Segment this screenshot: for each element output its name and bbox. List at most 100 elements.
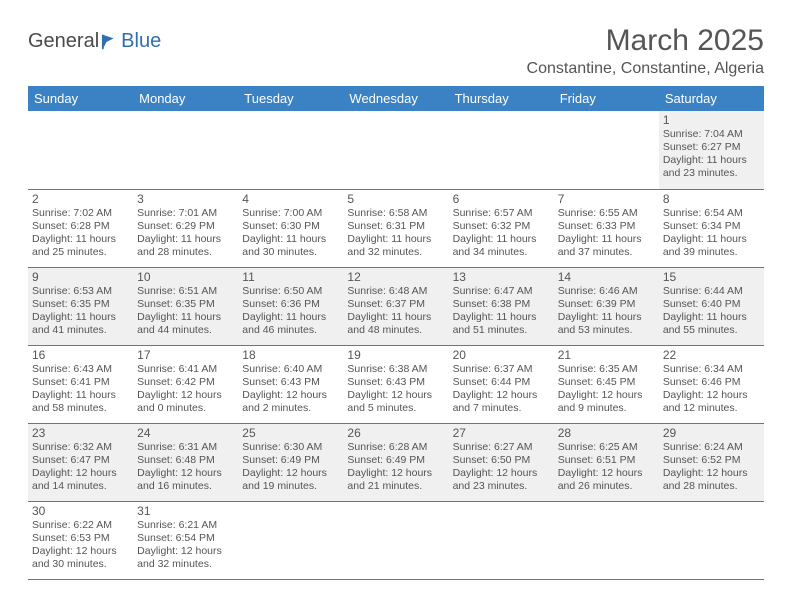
day-info: Sunrise: 7:02 AMSunset: 6:28 PMDaylight:… [32, 207, 129, 260]
calendar-body: 1Sunrise: 7:04 AMSunset: 6:27 PMDaylight… [28, 111, 764, 579]
calendar-cell: 15Sunrise: 6:44 AMSunset: 6:40 PMDayligh… [659, 267, 764, 345]
sunset-text: Sunset: 6:45 PM [558, 376, 655, 389]
calendar-cell: 6Sunrise: 6:57 AMSunset: 6:32 PMDaylight… [449, 189, 554, 267]
calendar-cell: 19Sunrise: 6:38 AMSunset: 6:43 PMDayligh… [343, 345, 448, 423]
day-number: 23 [32, 426, 129, 440]
day-number: 24 [137, 426, 234, 440]
calendar-cell: 31Sunrise: 6:21 AMSunset: 6:54 PMDayligh… [133, 501, 238, 579]
calendar-row: 16Sunrise: 6:43 AMSunset: 6:41 PMDayligh… [28, 345, 764, 423]
daylight-text: Daylight: 11 hours and 28 minutes. [137, 233, 234, 259]
day-info: Sunrise: 6:50 AMSunset: 6:36 PMDaylight:… [242, 285, 339, 338]
daylight-text: Daylight: 12 hours and 7 minutes. [453, 389, 550, 415]
calendar-cell [554, 501, 659, 579]
sunrise-text: Sunrise: 6:55 AM [558, 207, 655, 220]
daylight-text: Daylight: 12 hours and 0 minutes. [137, 389, 234, 415]
sunrise-text: Sunrise: 6:34 AM [663, 363, 760, 376]
day-number: 11 [242, 270, 339, 284]
sunset-text: Sunset: 6:31 PM [347, 220, 444, 233]
daylight-text: Daylight: 11 hours and 25 minutes. [32, 233, 129, 259]
calendar-cell: 28Sunrise: 6:25 AMSunset: 6:51 PMDayligh… [554, 423, 659, 501]
calendar-row: 30Sunrise: 6:22 AMSunset: 6:53 PM Dayligh… [28, 501, 764, 579]
day-number: 12 [347, 270, 444, 284]
daylight-text: Daylight: 11 hours and 30 minutes. [242, 233, 339, 259]
day-number: 1 [663, 113, 760, 127]
day-info: Sunrise: 6:58 AMSunset: 6:31 PMDaylight:… [347, 207, 444, 260]
day-number: 2 [32, 192, 129, 206]
calendar-cell: 14Sunrise: 6:46 AMSunset: 6:39 PMDayligh… [554, 267, 659, 345]
calendar-cell: 21Sunrise: 6:35 AMSunset: 6:45 PMDayligh… [554, 345, 659, 423]
sunset-text: Sunset: 6:52 PM [663, 454, 760, 467]
calendar-cell: 3Sunrise: 7:01 AMSunset: 6:29 PMDaylight… [133, 189, 238, 267]
day-number: 10 [137, 270, 234, 284]
sunset-text: Sunset: 6:49 PM [347, 454, 444, 467]
calendar-cell: 30Sunrise: 6:22 AMSunset: 6:53 PMDayligh… [28, 501, 133, 579]
daylight-text: Daylight: 12 hours and 32 minutes. [137, 545, 234, 571]
day-number: 3 [137, 192, 234, 206]
day-number: 21 [558, 348, 655, 362]
sunrise-text: Sunrise: 6:51 AM [137, 285, 234, 298]
weekday-header: Wednesday [343, 86, 448, 111]
calendar-row: 23Sunrise: 6:32 AMSunset: 6:47 PMDayligh… [28, 423, 764, 501]
day-info: Sunrise: 6:53 AMSunset: 6:35 PMDaylight:… [32, 285, 129, 338]
calendar-cell: 8Sunrise: 6:54 AMSunset: 6:34 PMDaylight… [659, 189, 764, 267]
calendar-cell: 26Sunrise: 6:28 AMSunset: 6:49 PMDayligh… [343, 423, 448, 501]
sunrise-text: Sunrise: 7:02 AM [32, 207, 129, 220]
sunset-text: Sunset: 6:53 PM [32, 532, 129, 545]
calendar-cell: 13Sunrise: 6:47 AMSunset: 6:38 PMDayligh… [449, 267, 554, 345]
sunrise-text: Sunrise: 6:35 AM [558, 363, 655, 376]
calendar-cell: 27Sunrise: 6:27 AMSunset: 6:50 PMDayligh… [449, 423, 554, 501]
sunset-text: Sunset: 6:32 PM [453, 220, 550, 233]
sunset-text: Sunset: 6:39 PM [558, 298, 655, 311]
daylight-text: Daylight: 12 hours and 26 minutes. [558, 467, 655, 493]
logo-text-general: General [28, 30, 99, 53]
sunrise-text: Sunrise: 6:44 AM [663, 285, 760, 298]
sunset-text: Sunset: 6:37 PM [347, 298, 444, 311]
calendar-cell [238, 501, 343, 579]
sunrise-text: Sunrise: 6:41 AM [137, 363, 234, 376]
day-number: 26 [347, 426, 444, 440]
calendar-cell [449, 111, 554, 189]
month-title: March 2025 [527, 24, 764, 58]
day-number: 19 [347, 348, 444, 362]
sunrise-text: Sunrise: 6:24 AM [663, 441, 760, 454]
day-number: 4 [242, 192, 339, 206]
calendar-cell: 16Sunrise: 6:43 AMSunset: 6:41 PMDayligh… [28, 345, 133, 423]
day-info: Sunrise: 6:25 AMSunset: 6:51 PMDaylight:… [558, 441, 655, 494]
calendar-cell: 23Sunrise: 6:32 AMSunset: 6:47 PMDayligh… [28, 423, 133, 501]
day-info: Sunrise: 6:35 AMSunset: 6:45 PMDaylight:… [558, 363, 655, 416]
sunset-text: Sunset: 6:40 PM [663, 298, 760, 311]
calendar-row: 2Sunrise: 7:02 AMSunset: 6:28 PMDaylight… [28, 189, 764, 267]
calendar-cell [28, 111, 133, 189]
day-info: Sunrise: 6:37 AMSunset: 6:44 PMDaylight:… [453, 363, 550, 416]
sunrise-text: Sunrise: 6:28 AM [347, 441, 444, 454]
calendar-cell: 22Sunrise: 6:34 AMSunset: 6:46 PMDayligh… [659, 345, 764, 423]
daylight-text: Daylight: 12 hours and 12 minutes. [663, 389, 760, 415]
day-info: Sunrise: 6:54 AMSunset: 6:34 PMDaylight:… [663, 207, 760, 260]
day-number: 30 [32, 504, 129, 518]
calendar-cell [238, 111, 343, 189]
header: General Blue March 2025 Constantine, Con… [28, 24, 764, 78]
calendar-cell: 17Sunrise: 6:41 AMSunset: 6:42 PMDayligh… [133, 345, 238, 423]
sunrise-text: Sunrise: 6:53 AM [32, 285, 129, 298]
sunrise-text: Sunrise: 7:00 AM [242, 207, 339, 220]
sunset-text: Sunset: 6:44 PM [453, 376, 550, 389]
daylight-text: Daylight: 11 hours and 46 minutes. [242, 311, 339, 337]
sunrise-text: Sunrise: 6:22 AM [32, 519, 129, 532]
day-info: Sunrise: 6:30 AMSunset: 6:49 PMDaylight:… [242, 441, 339, 494]
day-info: Sunrise: 6:21 AMSunset: 6:54 PMDaylight:… [137, 519, 234, 572]
weekday-header: Monday [133, 86, 238, 111]
daylight-text: Daylight: 12 hours and 2 minutes. [242, 389, 339, 415]
day-number: 31 [137, 504, 234, 518]
sunrise-text: Sunrise: 6:37 AM [453, 363, 550, 376]
sunrise-text: Sunrise: 6:48 AM [347, 285, 444, 298]
calendar-cell [343, 111, 448, 189]
daylight-text: Daylight: 11 hours and 37 minutes. [558, 233, 655, 259]
sunset-text: Sunset: 6:42 PM [137, 376, 234, 389]
day-number: 27 [453, 426, 550, 440]
calendar-cell: 18Sunrise: 6:40 AMSunset: 6:43 PMDayligh… [238, 345, 343, 423]
day-number: 15 [663, 270, 760, 284]
sunrise-text: Sunrise: 6:58 AM [347, 207, 444, 220]
sunset-text: Sunset: 6:50 PM [453, 454, 550, 467]
sunrise-text: Sunrise: 6:46 AM [558, 285, 655, 298]
day-info: Sunrise: 7:04 AMSunset: 6:27 PMDaylight:… [663, 128, 760, 181]
